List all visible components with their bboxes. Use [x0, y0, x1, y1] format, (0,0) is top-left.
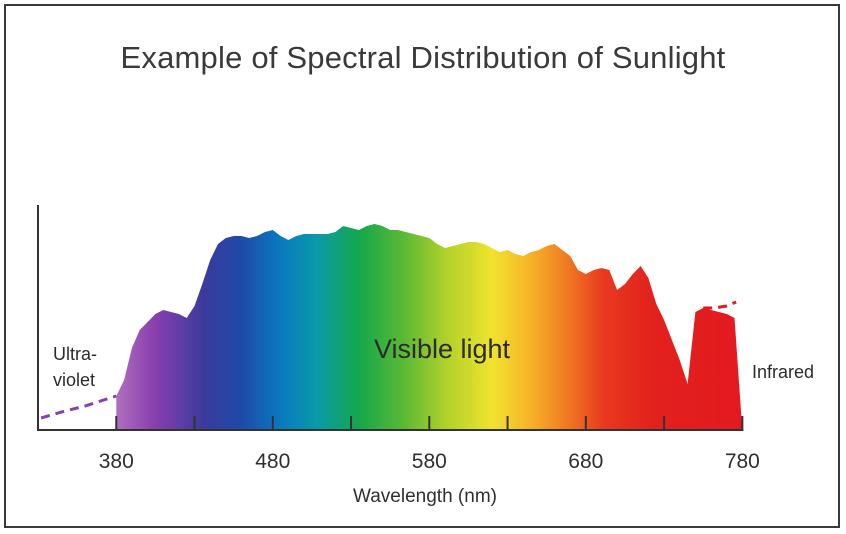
visible-light-label: Visible light: [374, 334, 511, 364]
ultraviolet-label-line1: Ultra-: [53, 344, 97, 364]
x-tick-label: 580: [412, 450, 447, 473]
x-tick-label: 380: [99, 450, 134, 473]
ultraviolet-label-line2: violet: [53, 370, 95, 390]
x-tick-label: 780: [725, 450, 760, 473]
ultraviolet-curve: [40, 394, 117, 420]
chart-title: Example of Spectral Distribution of Sunl…: [120, 40, 726, 75]
spectrum-area: [116, 224, 743, 430]
infrared-label: Infrared: [752, 362, 814, 382]
x-axis-ticks: [115, 416, 744, 430]
infrared-curve: [703, 300, 737, 310]
x-tick-label: 480: [255, 450, 290, 473]
x-axis-tick-labels: 380 480 580 680 780: [99, 450, 760, 473]
x-tick-label: 680: [568, 450, 603, 473]
x-axis-label: Wavelength (nm): [353, 486, 497, 507]
